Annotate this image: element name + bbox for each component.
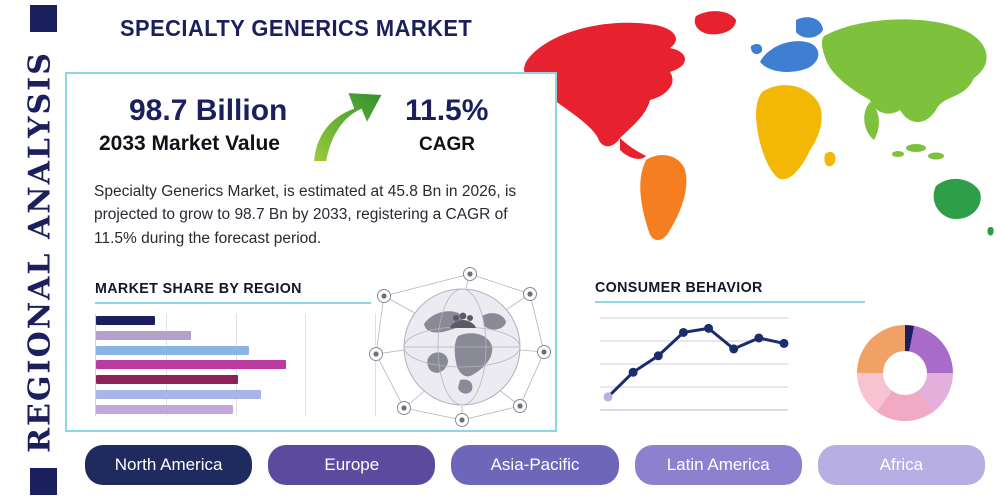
- sidebar-vertical-label: REGIONAL ANALYSIS: [22, 51, 58, 453]
- network-nodes: [369, 267, 551, 427]
- people-icon: [450, 312, 476, 328]
- bar-gridline: [305, 314, 307, 416]
- bar-gridline: [375, 314, 376, 416]
- market-value-2033: 98.7 Billion: [129, 94, 288, 127]
- growth-arrow-icon: [311, 90, 385, 163]
- donut-chart: [857, 325, 953, 421]
- market-description: Specialty Generics Market, is estimated …: [94, 183, 517, 247]
- region-button-latin-america[interactable]: Latin America: [634, 445, 802, 485]
- bar-segment: [96, 390, 261, 400]
- consumer-behavior-heading: CONSUMER BEHAVIOR: [595, 279, 763, 296]
- line-marker: [603, 392, 613, 402]
- continent-north-america: [524, 11, 736, 159]
- bar-segment: [96, 375, 239, 385]
- continent-south-america: [640, 155, 687, 241]
- line-marker: [754, 333, 764, 343]
- line-marker: [653, 351, 663, 361]
- bar-segment: [96, 345, 250, 355]
- globe-network-graphic: [369, 267, 551, 427]
- market-share-heading: MARKET SHARE BY REGION: [95, 280, 302, 297]
- region-button-asia-pacific[interactable]: Asia-Pacific: [451, 445, 619, 485]
- cagr-label: CAGR: [419, 134, 475, 155]
- line-chart-svg: [600, 317, 789, 411]
- line-marker: [779, 338, 789, 348]
- bar-segment: [96, 316, 155, 325]
- bar-segment: [96, 330, 191, 340]
- decor-square-top: [30, 5, 57, 32]
- market-value-label: 2033 Market Value: [99, 132, 280, 155]
- cagr-value: 11.5%: [405, 94, 489, 127]
- region-button-north-america[interactable]: North America: [85, 445, 253, 485]
- market-share-underline: [95, 302, 371, 304]
- region-button-europe[interactable]: Europe: [268, 445, 436, 485]
- page-title: SPECIALTY GENERICS MARKET: [120, 15, 473, 41]
- consumer-behavior-underline: [595, 301, 865, 303]
- bar-chart-bars: [96, 314, 375, 416]
- continent-australia: [933, 178, 994, 236]
- bar-segment: [96, 360, 286, 370]
- line-marker: [729, 344, 739, 354]
- line-marker: [628, 367, 638, 377]
- line-marker: [678, 327, 688, 337]
- region-button-africa[interactable]: Africa: [817, 445, 986, 485]
- region-buttons: North America Europe Asia-Pacific Latin Ame…: [85, 445, 986, 485]
- continent-africa: [756, 85, 836, 180]
- line-series: [606, 326, 785, 398]
- continent-europe: [750, 17, 823, 72]
- world-map: [524, 11, 994, 241]
- line-marker: [704, 323, 714, 333]
- continent-asia: [821, 19, 987, 160]
- decor-square-bottom: [30, 468, 57, 495]
- bar-segment: [96, 404, 233, 414]
- globe-graticule: [403, 288, 521, 406]
- bar-chart: [95, 314, 376, 416]
